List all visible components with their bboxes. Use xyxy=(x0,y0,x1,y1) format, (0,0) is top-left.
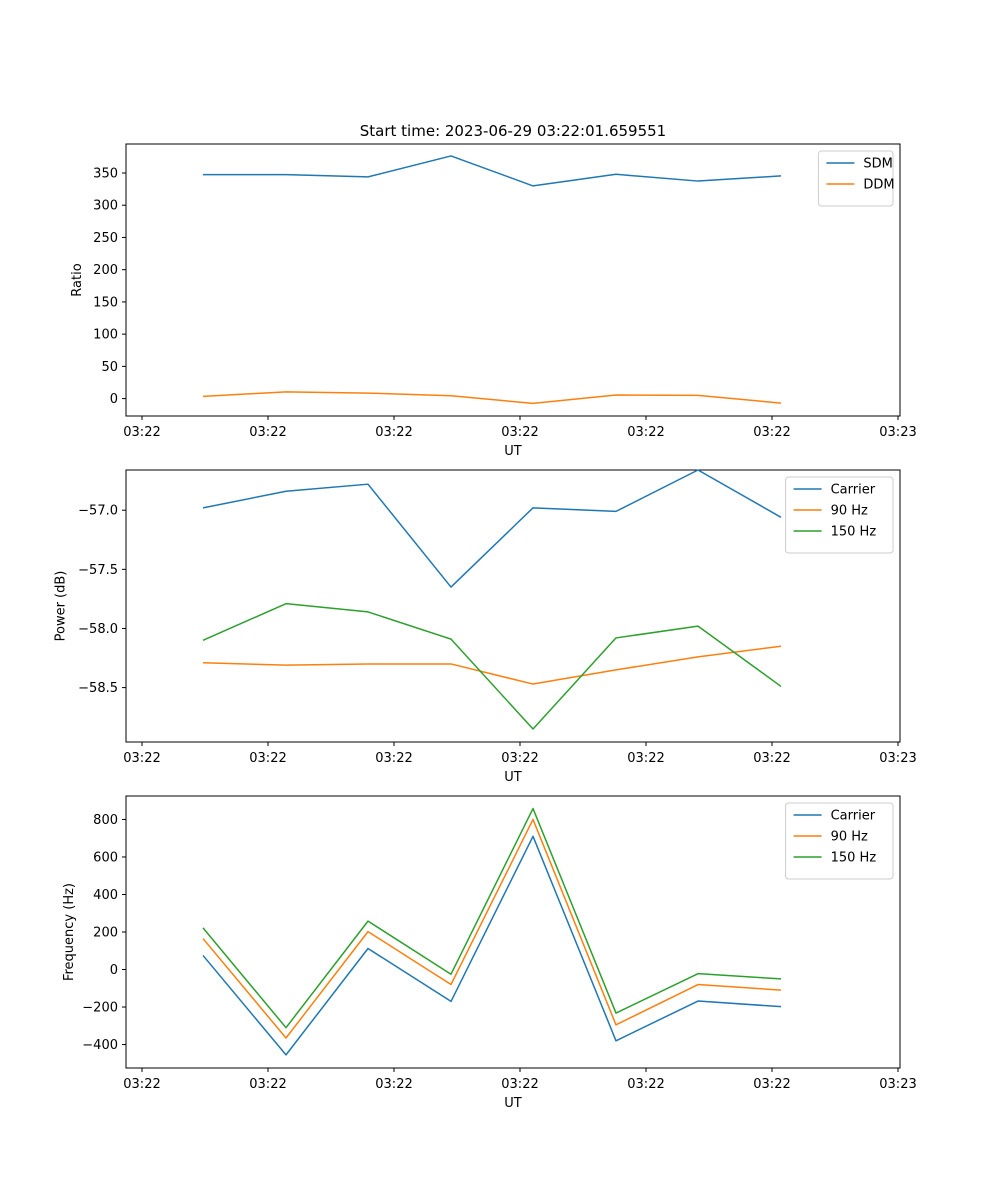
y-tick-label: 200 xyxy=(93,263,118,278)
legend-label: 90 Hz xyxy=(831,830,868,845)
legend-box xyxy=(785,476,894,554)
y-tick-label: 250 xyxy=(93,231,118,246)
y-tick-label: 150 xyxy=(93,295,118,310)
legend-label: Carrier xyxy=(831,483,876,498)
legend-label: 150 Hz xyxy=(831,851,877,866)
plot-frame xyxy=(125,143,901,417)
y-axis-label: Power (dB) xyxy=(54,571,69,642)
x-tick-label: 03:22 xyxy=(375,1077,412,1092)
x-tick-label: 03:22 xyxy=(249,751,286,766)
legend: SDM DDM xyxy=(817,150,895,207)
legend: Carrier 90 Hz 150 Hz xyxy=(785,476,894,554)
y-tick-label: −200 xyxy=(82,1001,118,1016)
x-tick-label: 03:22 xyxy=(123,1077,160,1092)
figure-title: Start time: 2023-06-29 03:22:01.659551 xyxy=(360,122,666,140)
x-tick-label: 03:22 xyxy=(123,425,160,440)
x-tick-label: 03:22 xyxy=(375,425,412,440)
x-tick-label: 03:22 xyxy=(753,425,790,440)
series-line-ddm xyxy=(202,391,782,405)
series-line-90-hz xyxy=(202,818,782,1039)
y-axis-label: Ratio xyxy=(70,263,85,296)
chart-panel-1: 03:22 03:22 03:22 03:22 03:22 03:22 03:23 UT 0 50… xyxy=(70,143,917,459)
legend-label: Carrier xyxy=(831,809,876,824)
y-tick-label: 200 xyxy=(93,926,118,941)
legend-label: 90 Hz xyxy=(831,504,868,519)
x-tick-label: 03:22 xyxy=(627,425,664,440)
x-axis-label: UT xyxy=(504,1096,522,1111)
y-tick-label: 0 xyxy=(110,963,118,978)
plot-frame xyxy=(125,469,901,743)
x-tick-label: 03:22 xyxy=(249,425,286,440)
y-tick-label: −57.0 xyxy=(78,504,118,519)
x-tick-label: 03:23 xyxy=(879,1077,916,1092)
plot-frame xyxy=(125,795,901,1069)
series-line-carrier xyxy=(202,835,782,1056)
series-line-150-hz xyxy=(202,602,782,730)
y-tick-label: −57.5 xyxy=(78,563,118,578)
legend-label: SDM xyxy=(863,157,892,172)
x-tick-label: 03:22 xyxy=(501,425,538,440)
series-line-150-hz xyxy=(202,807,782,1029)
y-tick-label: 400 xyxy=(93,888,118,903)
y-tick-label: −58.0 xyxy=(78,622,118,637)
y-tick-label: 600 xyxy=(93,850,118,865)
series-line-90-hz xyxy=(202,645,782,685)
legend-box xyxy=(785,802,894,880)
x-tick-label: 03:22 xyxy=(375,751,412,766)
x-axis-label: UT xyxy=(504,444,522,459)
x-tick-label: 03:22 xyxy=(627,751,664,766)
y-axis-label: Frequency (Hz) xyxy=(62,883,77,981)
legend-box xyxy=(817,150,894,207)
x-tick-label: 03:22 xyxy=(249,1077,286,1092)
x-tick-label: 03:22 xyxy=(753,1077,790,1092)
x-tick-label: 03:22 xyxy=(627,1077,664,1092)
x-tick-label: 03:22 xyxy=(501,751,538,766)
series-line-sdm xyxy=(203,155,782,187)
chart-panels: 03:22 03:22 03:22 03:22 03:22 03:22 03:23 UT 0 50… xyxy=(54,143,917,1111)
chart-panel-2: 03:22 03:22 03:22 03:22 03:22 03:22 03:23 UT −57… xyxy=(54,469,917,785)
y-tick-label: −58.5 xyxy=(78,681,118,696)
chart-panel-3: 03:22 03:22 03:22 03:22 03:22 03:22 03:23 UT −40… xyxy=(62,795,917,1111)
legend-label: 150 Hz xyxy=(831,525,877,540)
x-tick-label: 03:22 xyxy=(753,751,790,766)
y-tick-label: 300 xyxy=(93,199,118,214)
y-tick-label: 800 xyxy=(93,813,118,828)
legend: Carrier 90 Hz 150 Hz xyxy=(785,802,894,880)
y-tick-label: 100 xyxy=(93,328,118,343)
x-tick-label: 03:22 xyxy=(501,1077,538,1092)
x-axis-label: UT xyxy=(504,770,522,785)
x-tick-label: 03:22 xyxy=(123,751,160,766)
x-tick-label: 03:23 xyxy=(879,425,916,440)
legend-label: DDM xyxy=(863,178,894,193)
y-tick-label: 350 xyxy=(93,167,118,182)
series-line-carrier xyxy=(202,469,782,588)
y-tick-label: −400 xyxy=(82,1038,118,1053)
y-tick-label: 50 xyxy=(101,360,118,375)
x-tick-label: 03:23 xyxy=(879,751,916,766)
y-tick-label: 0 xyxy=(110,392,118,407)
